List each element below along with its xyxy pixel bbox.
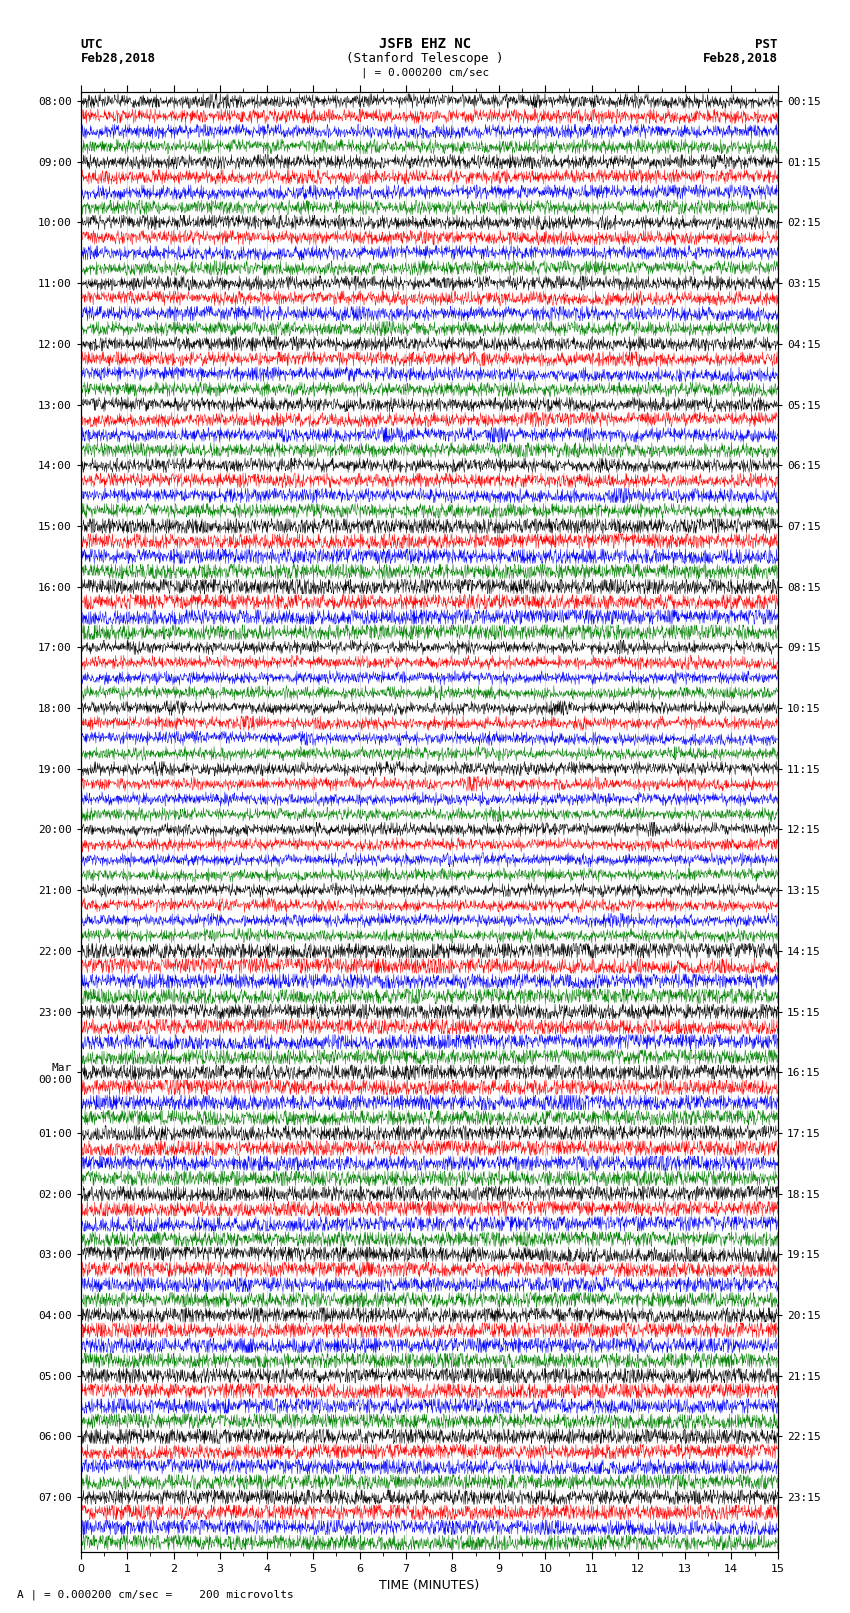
Text: PST: PST (756, 37, 778, 50)
Text: (Stanford Telescope ): (Stanford Telescope ) (346, 52, 504, 65)
Text: A | = 0.000200 cm/sec =    200 microvolts: A | = 0.000200 cm/sec = 200 microvolts (17, 1589, 294, 1600)
Text: Feb28,2018: Feb28,2018 (81, 52, 156, 65)
Text: | = 0.000200 cm/sec: | = 0.000200 cm/sec (361, 68, 489, 77)
Text: JSFB EHZ NC: JSFB EHZ NC (379, 37, 471, 50)
Text: Feb28,2018: Feb28,2018 (703, 52, 778, 65)
X-axis label: TIME (MINUTES): TIME (MINUTES) (379, 1579, 479, 1592)
Text: UTC: UTC (81, 37, 103, 50)
